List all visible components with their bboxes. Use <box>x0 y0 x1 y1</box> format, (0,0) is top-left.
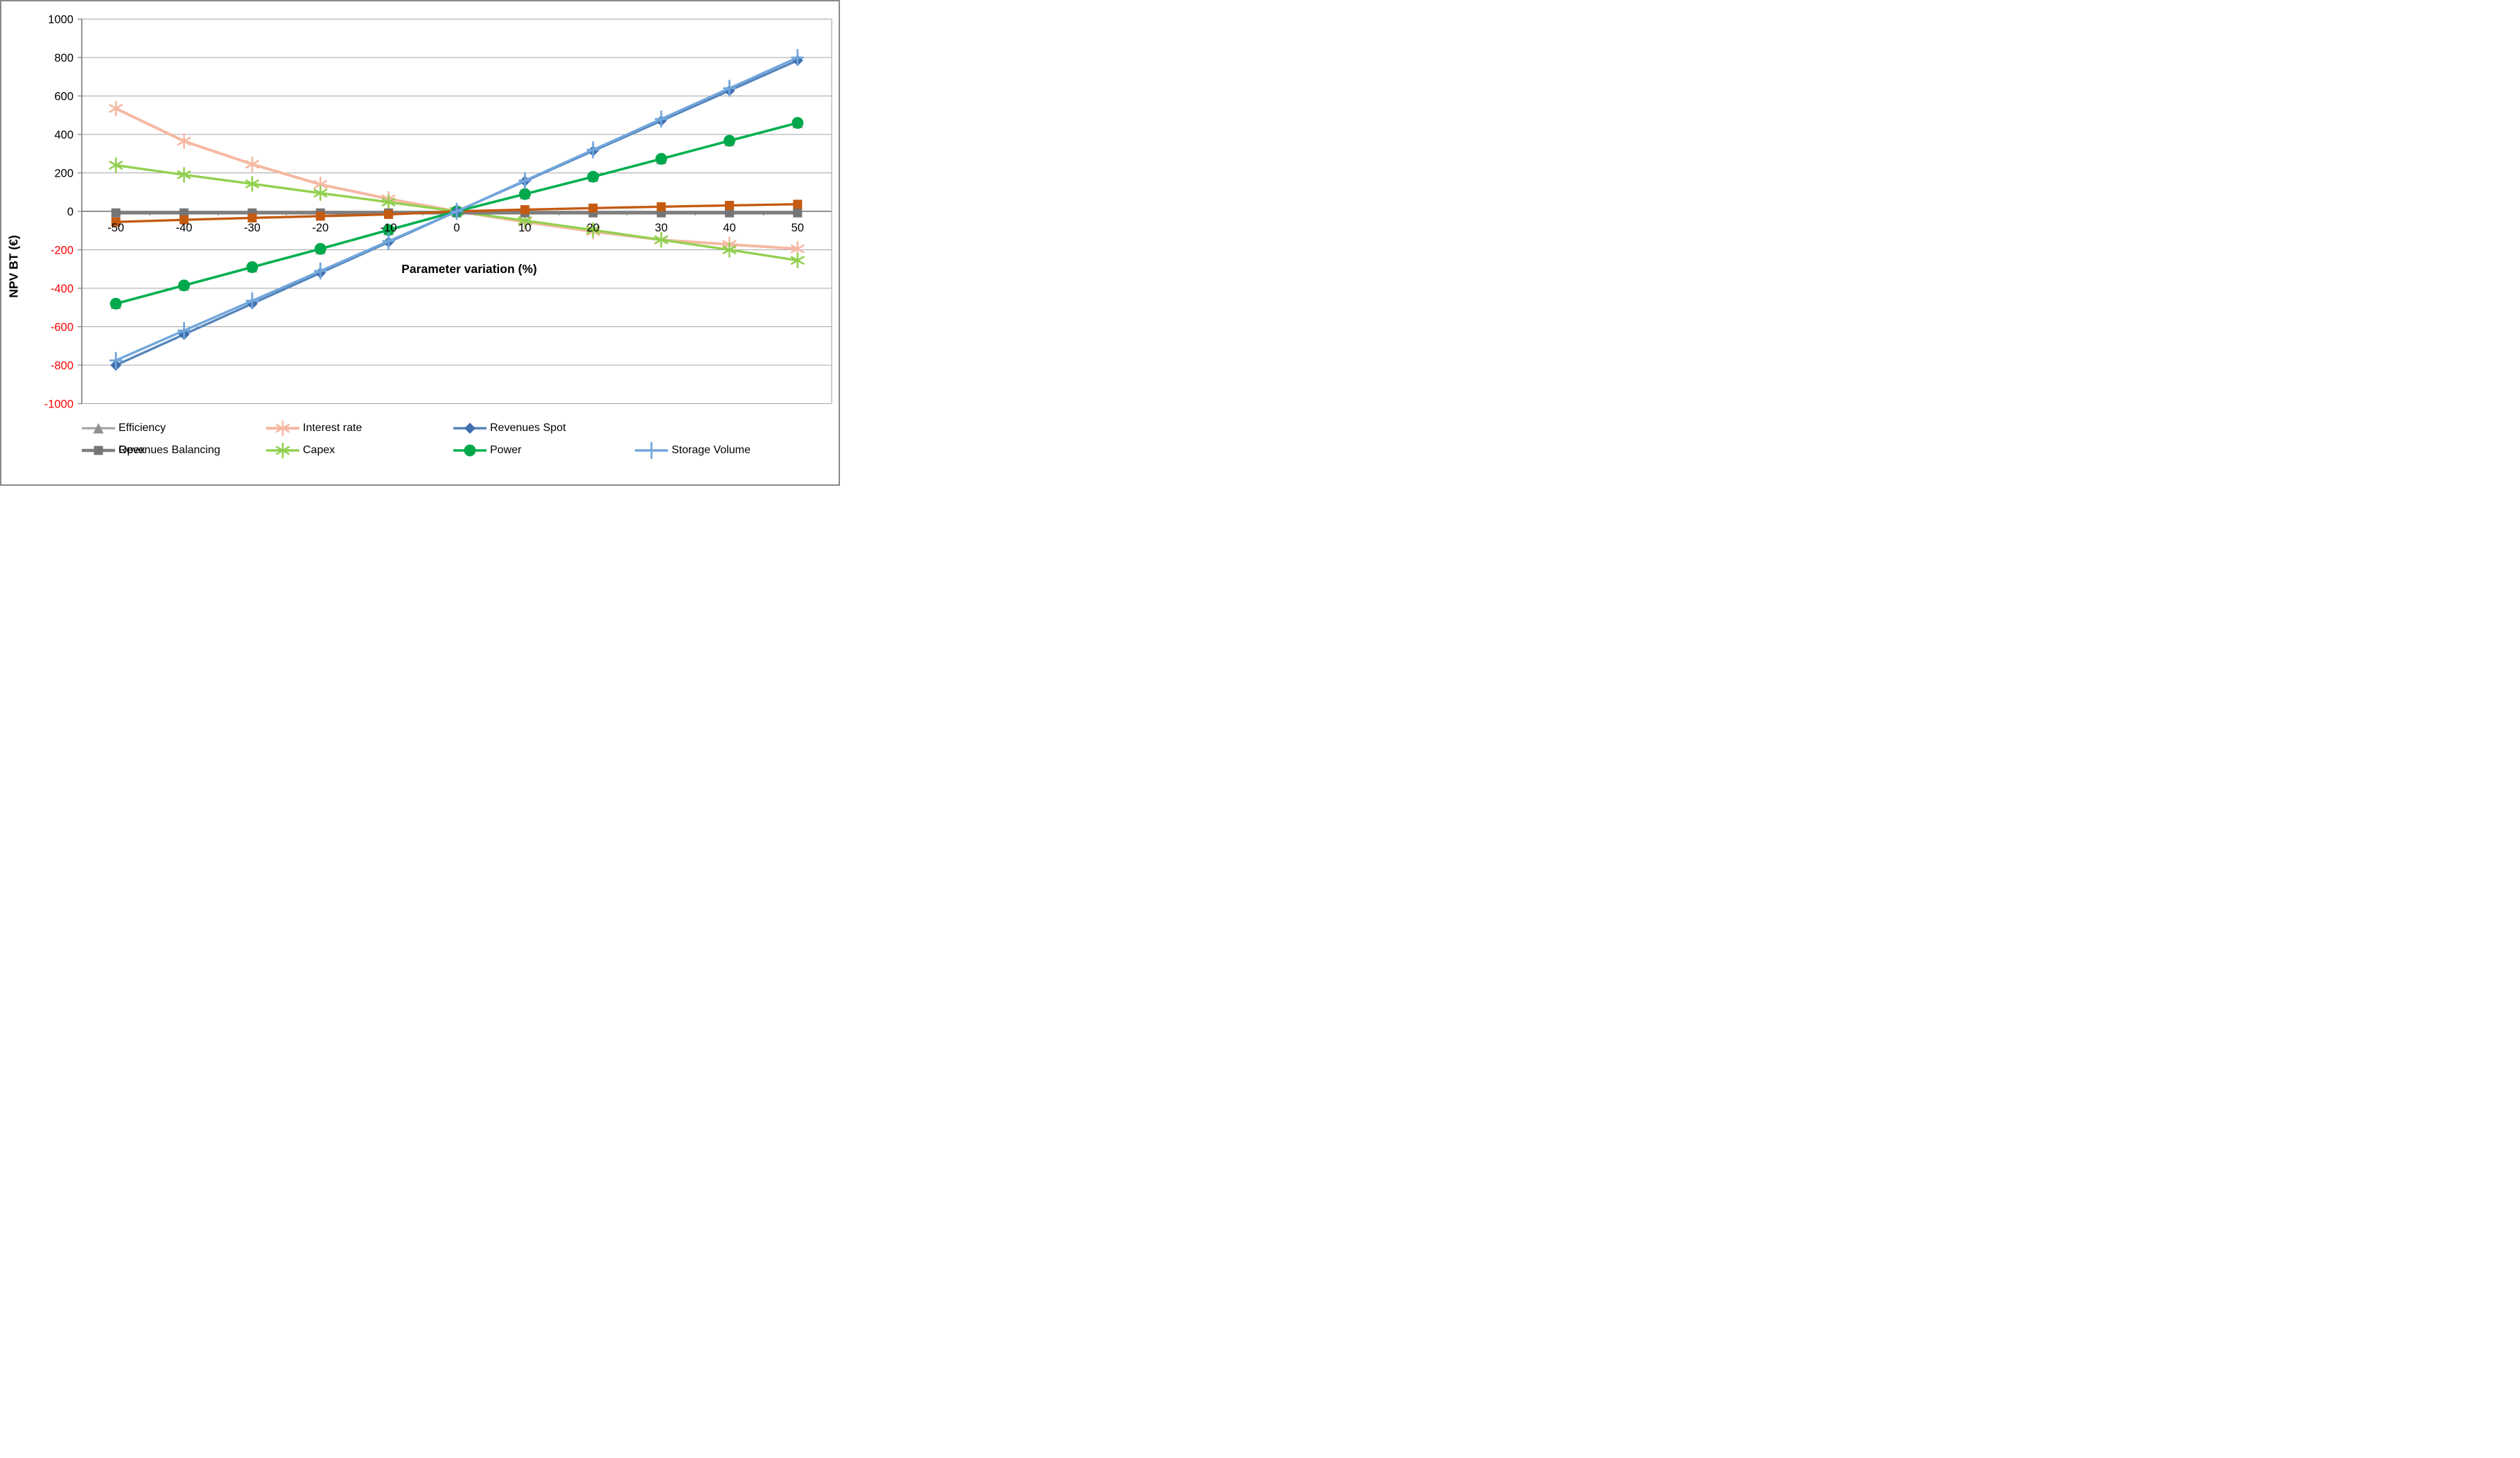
sensitivity-chart-figure: 1000 800 600 400 200 0 -200 -400 -600 -800 -1000 -5… <box>0 0 840 486</box>
y-tick-label: -400 <box>51 283 73 295</box>
y-tick-label: -600 <box>51 322 73 334</box>
y-tick-label: 0 <box>67 206 73 218</box>
y-tick-label: 1000 <box>48 14 73 26</box>
x-tick-label: -10 <box>380 222 397 234</box>
y-tick-label: 200 <box>54 168 73 180</box>
x-tick-label: -40 <box>176 222 193 234</box>
x-axis-title: Parameter variation (%) <box>401 262 537 276</box>
x-tick-label: -30 <box>244 222 261 234</box>
y-tick-label: -1000 <box>44 398 73 411</box>
x-tick-label: 20 <box>587 222 600 234</box>
x-tick-label: 30 <box>655 222 667 234</box>
series-lines <box>109 49 805 371</box>
x-tick-label: -20 <box>312 222 329 234</box>
x-tick-label: 0 <box>453 222 460 234</box>
y-tick-label: 800 <box>54 52 73 64</box>
x-tick-label: 40 <box>723 222 735 234</box>
x-tick-label: 10 <box>518 222 531 234</box>
chart-plot-area: 10008006004002000-200-400-600-800-1000-5… <box>44 14 832 411</box>
y-axis-title: NPV BT (€) <box>6 235 21 298</box>
x-tick-label: -50 <box>107 222 124 234</box>
y-tick-label: 600 <box>54 91 73 103</box>
y-tick-label: -200 <box>51 245 73 257</box>
tick-labels: 10008006004002000-200-400-600-800-1000-5… <box>44 14 804 411</box>
y-tick-label: -800 <box>51 360 73 372</box>
x-tick-label: 50 <box>791 222 804 234</box>
series-storage-volume <box>109 49 805 369</box>
y-tick-label: 400 <box>54 129 73 141</box>
